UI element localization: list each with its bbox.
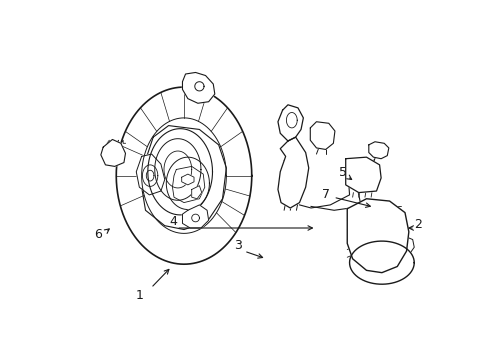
- Polygon shape: [142, 126, 226, 230]
- Polygon shape: [172, 166, 204, 203]
- Text: 3: 3: [233, 239, 242, 252]
- Polygon shape: [366, 265, 373, 273]
- Polygon shape: [277, 137, 308, 208]
- Polygon shape: [352, 233, 377, 245]
- Polygon shape: [310, 122, 334, 149]
- Text: 1: 1: [135, 289, 143, 302]
- Polygon shape: [136, 154, 164, 195]
- Polygon shape: [380, 219, 403, 230]
- Polygon shape: [384, 265, 392, 273]
- Polygon shape: [345, 157, 380, 193]
- Text: 5: 5: [338, 166, 346, 179]
- Polygon shape: [191, 186, 202, 199]
- Polygon shape: [346, 199, 408, 273]
- Polygon shape: [277, 105, 303, 141]
- Polygon shape: [101, 139, 125, 166]
- Polygon shape: [182, 72, 214, 103]
- Text: 4: 4: [169, 215, 177, 228]
- Polygon shape: [147, 129, 212, 215]
- Polygon shape: [393, 265, 401, 273]
- Polygon shape: [182, 205, 208, 228]
- Text: 6: 6: [94, 228, 102, 240]
- Polygon shape: [182, 174, 194, 185]
- Text: 7: 7: [321, 188, 329, 201]
- Polygon shape: [194, 82, 203, 91]
- Polygon shape: [368, 142, 388, 159]
- Text: 2: 2: [413, 219, 421, 231]
- Polygon shape: [375, 265, 383, 273]
- Polygon shape: [166, 157, 209, 210]
- Polygon shape: [352, 219, 366, 230]
- Polygon shape: [357, 265, 364, 273]
- Polygon shape: [400, 236, 413, 255]
- Polygon shape: [349, 241, 413, 284]
